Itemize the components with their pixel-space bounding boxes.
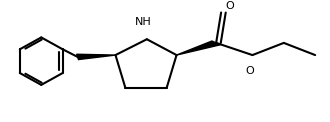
Polygon shape [177, 41, 220, 55]
Text: O: O [246, 66, 254, 76]
Text: NH: NH [135, 17, 152, 27]
Polygon shape [77, 54, 116, 60]
Text: O: O [225, 1, 234, 11]
